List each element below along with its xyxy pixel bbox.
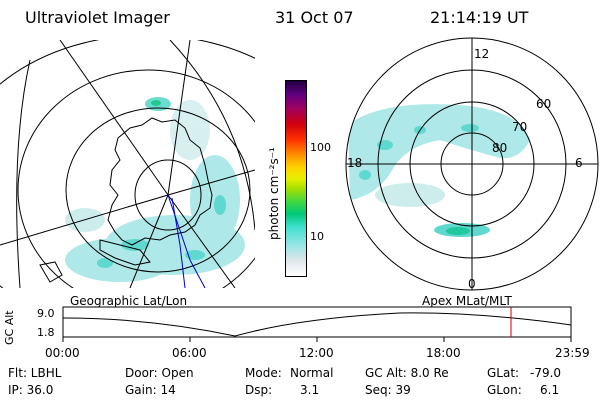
mode-value: Normal bbox=[290, 366, 334, 380]
colorbar-label: photon cm⁻²s⁻¹ bbox=[267, 147, 281, 240]
mode-label: Mode: bbox=[245, 366, 282, 380]
glon-value: 6.1 bbox=[540, 383, 560, 397]
seq-label: Seq: 39 bbox=[365, 383, 411, 397]
timeline-xtick-0: 00:00 bbox=[45, 346, 80, 360]
polar-label-left: 18 bbox=[347, 156, 363, 170]
flt-label: Flt: LBHL bbox=[8, 366, 62, 380]
glat-label: GLat: bbox=[487, 366, 520, 380]
timeline-xtick-3: 18:00 bbox=[426, 346, 461, 360]
timeline-xtick-4: 23:59 bbox=[555, 346, 590, 360]
colorbar bbox=[285, 80, 307, 277]
timeline-xtick-1: 06:00 bbox=[172, 346, 207, 360]
instrument-title: Ultraviolet Imager bbox=[25, 8, 170, 27]
timeline-xtick-2: 12:00 bbox=[299, 346, 334, 360]
polar-label-top: 12 bbox=[474, 47, 490, 61]
apex-label: Apex MLat/MLT bbox=[422, 294, 512, 308]
glon-label: GLon: bbox=[487, 383, 522, 397]
polar-grid bbox=[345, 37, 599, 291]
gain-label: Gain: 14 bbox=[125, 383, 176, 397]
dsp-label: Dsp: bbox=[245, 383, 273, 397]
colorbar-tick-100: 100 bbox=[310, 141, 331, 154]
polar-lat-60: 60 bbox=[536, 97, 552, 111]
polar-lat-70: 70 bbox=[512, 120, 528, 134]
date-label: 31 Oct 07 bbox=[275, 8, 354, 27]
ip-label: IP: 36.0 bbox=[8, 383, 54, 397]
geographic-label: Geographic Lat/Lon bbox=[70, 294, 188, 308]
polar-plot-content bbox=[348, 104, 530, 237]
timeline-plot bbox=[62, 306, 572, 342]
time-label: 21:14:19 UT bbox=[430, 8, 529, 27]
glat-value: -79.0 bbox=[530, 366, 562, 380]
timeline-ytick-min: 1.8 bbox=[37, 326, 55, 339]
polar-label-bottom: 0 bbox=[468, 277, 476, 291]
gcalt-label: GC Alt: 8.0 Re bbox=[365, 366, 449, 380]
geographic-map-content bbox=[0, 40, 255, 288]
timeline-ytick-max: 9.0 bbox=[37, 307, 55, 320]
colorbar-tick-10: 10 bbox=[310, 230, 324, 243]
door-label: Door: Open bbox=[125, 366, 194, 380]
polar-label-right: 6 bbox=[575, 156, 583, 170]
polar-lat-80: 80 bbox=[492, 141, 508, 155]
timeline-ylabel: GC Alt bbox=[3, 310, 16, 345]
dsp-value: 3.1 bbox=[300, 383, 320, 397]
